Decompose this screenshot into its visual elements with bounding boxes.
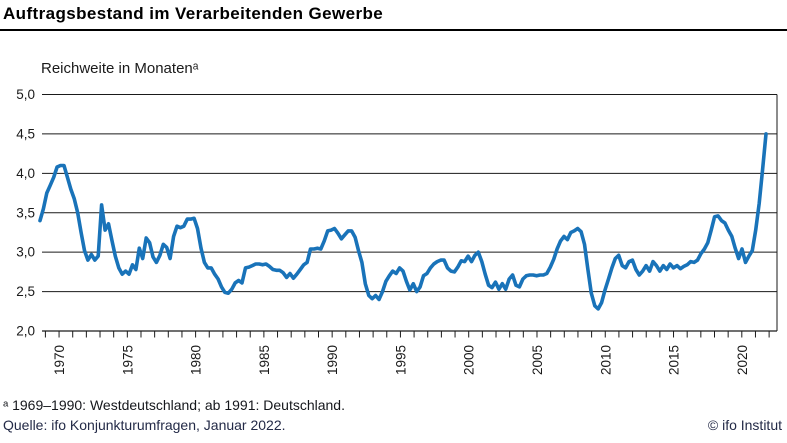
y-tick-label: 3,0	[16, 245, 35, 260]
x-tick-label: 2005	[530, 345, 545, 375]
copyright-note: © ifo Institut	[707, 417, 782, 433]
x-tick-label: 1995	[393, 345, 408, 375]
y-tick-label: 5,0	[16, 87, 35, 102]
page-title: Auftragsbestand im Verarbeitenden Gewerb…	[3, 4, 384, 23]
title-rule	[0, 29, 787, 31]
x-tick-label: 1990	[325, 345, 340, 375]
y-tick-label: 3,5	[16, 205, 35, 220]
x-tick-label: 2015	[667, 345, 682, 375]
chart-subtitle: Reichweite in Monatenᵃ	[41, 60, 199, 77]
x-tick-label: 1975	[120, 345, 135, 375]
x-tick-label: 2010	[598, 345, 613, 375]
x-tick-label: 2000	[462, 345, 477, 375]
data-line	[38, 132, 768, 311]
x-tick-label: 1980	[189, 345, 204, 375]
y-tick-label: 2,0	[16, 324, 35, 339]
footnote-a: ᵃ 1969–1990: Westdeutschland; ab 1991: D…	[3, 397, 345, 413]
x-tick-label: 1970	[52, 345, 67, 375]
y-tick-label: 2,5	[16, 284, 35, 299]
y-tick-label: 4,5	[16, 126, 35, 141]
y-tick-label: 4,0	[16, 166, 35, 181]
x-tick-label: 2020	[735, 345, 750, 375]
source-line: Quelle: ifo Konjunkturumfragen, Januar 2…	[3, 417, 286, 433]
x-tick-label: 1985	[257, 345, 272, 375]
